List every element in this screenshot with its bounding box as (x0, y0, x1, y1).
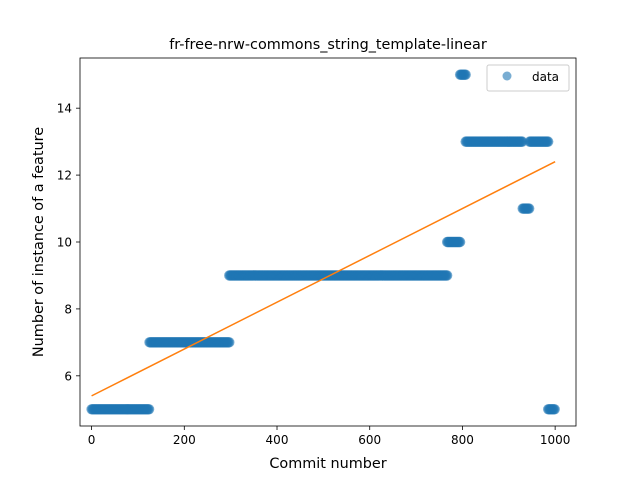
y-tick-label: 14 (57, 102, 72, 116)
y-tick-label: 8 (64, 302, 72, 316)
data-point (441, 270, 453, 281)
x-axis-ticks: 0 200 400 600 800 1000 (88, 426, 571, 447)
y-tick-label: 6 (64, 369, 72, 383)
y-tick-label: 12 (57, 169, 72, 183)
data-point (517, 136, 528, 147)
legend-marker-data (502, 71, 512, 81)
data-point (454, 236, 466, 248)
y-axis-ticks: 6 8 10 12 14 (57, 102, 80, 383)
chart-title: fr-free-nrw-commons_string_template-line… (169, 37, 487, 53)
data-points-group (86, 69, 560, 415)
x-tick-label: 400 (266, 433, 289, 447)
data-point (542, 136, 554, 147)
data-point (460, 69, 471, 80)
legend-box (486, 64, 570, 92)
x-tick-label: 600 (358, 433, 381, 447)
y-tick-label: 10 (57, 236, 72, 250)
data-point (549, 404, 560, 415)
x-axis-label: Commit number (269, 456, 386, 472)
fit-line-group (91, 161, 556, 397)
legend: data (486, 64, 570, 92)
x-tick-label: 0 (88, 433, 96, 447)
y-axis-label: Number of instance of a feature (31, 127, 47, 357)
data-point (143, 404, 155, 415)
fit-line (91, 161, 556, 397)
x-tick-label: 800 (451, 433, 474, 447)
legend-label-data: data (532, 70, 559, 84)
x-tick-label: 1000 (540, 433, 571, 447)
data-point (224, 337, 235, 348)
data-point (523, 203, 535, 214)
x-tick-label: 200 (173, 433, 196, 447)
